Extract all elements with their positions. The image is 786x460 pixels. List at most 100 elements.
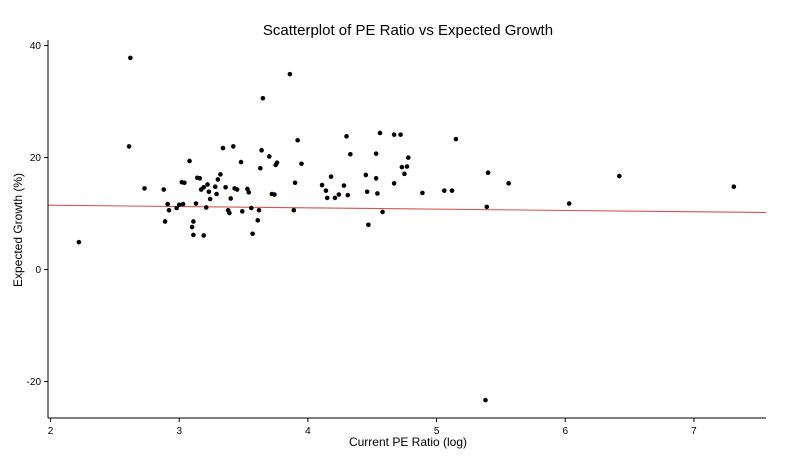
data-point [291, 207, 297, 213]
data-point [506, 181, 511, 186]
data-point [207, 196, 213, 202]
data-point [191, 219, 196, 224]
data-point [267, 154, 272, 159]
x-tick-label: 6 [562, 426, 568, 437]
data-point [449, 188, 455, 193]
data-point [227, 210, 232, 216]
data-point [566, 201, 572, 206]
x-axis-label: Current PE Ratio (log) [349, 435, 467, 449]
data-point [193, 201, 199, 206]
data-point [234, 187, 240, 192]
data-point [336, 192, 342, 197]
y-tick-label: 40 [30, 41, 42, 52]
data-point [345, 192, 351, 198]
data-point [128, 55, 133, 61]
data-point [220, 145, 226, 151]
x-tick-label: 4 [305, 426, 311, 437]
data-point [258, 165, 263, 171]
data-point [617, 173, 622, 179]
data-point [292, 180, 298, 186]
data-point [366, 222, 371, 228]
y-tick-label: -20 [27, 377, 42, 388]
data-point [405, 155, 411, 160]
data-point [162, 219, 168, 224]
x-tick-label: 3 [176, 426, 182, 437]
data-point [328, 174, 334, 179]
data-point [344, 134, 349, 139]
data-point [142, 186, 147, 191]
data-point [189, 224, 195, 230]
data-point [348, 151, 353, 157]
data-point [483, 397, 488, 403]
data-point [402, 171, 407, 177]
data-point [391, 132, 397, 137]
data-point [205, 182, 210, 187]
data-point [212, 184, 218, 190]
data-point [182, 180, 187, 186]
data-point [380, 209, 385, 215]
data-point [246, 190, 252, 195]
data-point [223, 184, 228, 190]
data-point [373, 176, 379, 181]
data-point [255, 218, 261, 223]
data-point [404, 164, 410, 169]
data-point [299, 161, 304, 167]
data-point [201, 184, 206, 190]
data-point [375, 191, 380, 196]
data-point [201, 233, 206, 238]
data-point [295, 137, 300, 143]
data-point [259, 148, 264, 153]
data-point [239, 209, 245, 214]
data-point [373, 151, 379, 156]
x-tick-label: 7 [691, 426, 697, 437]
data-point [260, 95, 266, 101]
data-point [218, 172, 223, 177]
x-tick-label: 5 [434, 426, 440, 437]
data-point [165, 201, 170, 207]
data-point [174, 205, 179, 211]
trend-line [47, 204, 767, 214]
data-point [76, 239, 82, 245]
data-point [442, 188, 447, 193]
data-point [215, 177, 221, 182]
data-point [197, 176, 203, 181]
data-point [187, 158, 192, 164]
data-point [324, 195, 330, 201]
data-point [249, 205, 254, 211]
data-point [341, 183, 347, 188]
y-axis-label: Expected Growth (%) [11, 173, 25, 287]
data-point [323, 188, 329, 193]
chart-title: Scatterplot of PE Ratio vs Expected Grow… [263, 22, 553, 39]
y-axis-ticks: -20 0 20 40 [27, 41, 48, 388]
data-point [206, 189, 212, 195]
x-tick-label: 2 [48, 426, 54, 437]
data-point [180, 201, 186, 207]
data-point [203, 205, 209, 210]
x-axis-ticks: 2 3 4 5 6 7 [48, 418, 697, 437]
data-point [287, 71, 293, 77]
data-point [453, 136, 459, 142]
data-point [398, 132, 403, 137]
data-point [377, 130, 383, 136]
data-point [484, 204, 490, 210]
data-point [256, 207, 262, 213]
y-tick-label: 20 [30, 153, 42, 164]
data-point [250, 231, 255, 237]
data-point [126, 144, 132, 149]
plot-area [47, 55, 767, 403]
y-tick-label: 0 [35, 265, 41, 276]
data-point [166, 207, 172, 213]
data-point [272, 192, 277, 197]
data-point [238, 159, 244, 165]
data-point [399, 164, 405, 170]
data-point [228, 196, 234, 201]
data-point [420, 190, 425, 196]
data-point [332, 195, 338, 201]
data-point [176, 202, 182, 207]
data-point [274, 160, 280, 165]
data-point [391, 181, 397, 186]
data-point [364, 189, 370, 195]
data-point [485, 170, 491, 176]
data-point [230, 144, 236, 149]
